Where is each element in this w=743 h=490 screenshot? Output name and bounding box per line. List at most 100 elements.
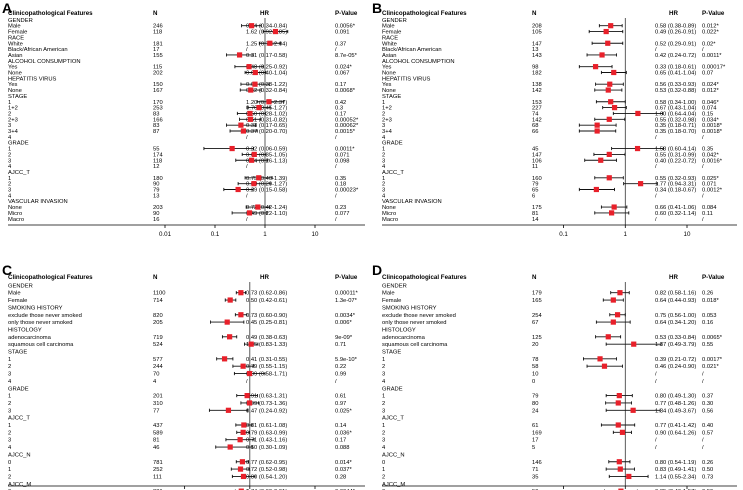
row-n: 77 bbox=[153, 408, 159, 414]
column-header-hr: HR bbox=[260, 274, 269, 281]
panel-letter: B bbox=[372, 0, 382, 16]
row-label: 1 bbox=[8, 394, 11, 400]
row-group-header: AJCC_T bbox=[8, 416, 30, 422]
row-p-value: 0.0016* bbox=[702, 158, 723, 164]
hr-marker bbox=[615, 422, 621, 428]
hr-marker bbox=[630, 407, 636, 413]
row-label: Black/African American bbox=[8, 47, 68, 53]
row-hr-ci: 1.37 (0.49-3.79) bbox=[655, 342, 696, 348]
row-hr-ci: 0.77 (0.62-0.95) bbox=[246, 460, 287, 466]
row-p-value: 0.22 bbox=[335, 364, 346, 370]
row-label: 2+3 bbox=[8, 117, 18, 123]
hr-marker bbox=[594, 128, 600, 134]
row-hr-ci: 0.58 (0.38-0.89) bbox=[655, 24, 696, 30]
row-p-value: / bbox=[702, 164, 704, 170]
column-header-n: N bbox=[532, 10, 537, 17]
hr-marker bbox=[224, 319, 230, 325]
hr-marker bbox=[227, 334, 233, 340]
row-label: 4 bbox=[8, 379, 12, 385]
row-label: Yes bbox=[8, 82, 18, 88]
row-label: None bbox=[8, 205, 22, 211]
hr-marker bbox=[251, 151, 257, 157]
row-n: 12 bbox=[153, 164, 159, 170]
row-hr-ci: 1.14 (0.55-2.34) bbox=[655, 474, 696, 480]
row-n: 167 bbox=[153, 88, 163, 94]
row-p-value: 0.053 bbox=[702, 313, 717, 319]
row-p-value: 0.024* bbox=[702, 82, 720, 88]
row-group-header: HISTOLOGY bbox=[8, 327, 42, 333]
row-n: 246 bbox=[153, 24, 163, 30]
row-p-value: 0.30 bbox=[702, 401, 713, 407]
row-label: 1 bbox=[382, 176, 385, 182]
row-p-value: / bbox=[335, 135, 337, 141]
row-n: 205 bbox=[153, 320, 163, 326]
row-label: 4 bbox=[382, 445, 386, 451]
row-hr-ci: / bbox=[655, 445, 657, 451]
row-n: 81 bbox=[532, 211, 538, 217]
row-p-value: 0.084 bbox=[702, 205, 717, 211]
row-n: 138 bbox=[532, 82, 542, 88]
hr-marker bbox=[252, 81, 258, 87]
row-group-header: GENDER bbox=[382, 18, 407, 24]
hr-marker bbox=[239, 459, 246, 465]
row-label: White bbox=[8, 41, 23, 47]
row-label: 2 bbox=[382, 364, 385, 370]
row-hr-ci: / bbox=[655, 438, 657, 444]
row-group-header: HISTOLOGY bbox=[382, 327, 416, 333]
row-p-value: 0.0056* bbox=[335, 24, 356, 30]
x-tick-label: 1 bbox=[263, 231, 267, 238]
row-hr-ci: 0.50 (0.42-0.61) bbox=[246, 298, 287, 304]
row-n: 169 bbox=[532, 430, 542, 436]
row-p-value: 0.26 bbox=[702, 291, 713, 297]
row-n: 78 bbox=[532, 357, 538, 363]
row-p-value: / bbox=[335, 193, 337, 199]
hr-marker bbox=[616, 393, 622, 399]
row-n: 147 bbox=[532, 41, 542, 47]
row-n: 0 bbox=[532, 379, 535, 385]
row-n: 125 bbox=[532, 335, 542, 341]
row-n: 87 bbox=[153, 129, 159, 135]
row-hr-ci: 0.66 (0.41-1.06) bbox=[655, 205, 696, 211]
row-p-value: / bbox=[702, 372, 704, 378]
row-p-value: 0.014* bbox=[335, 460, 353, 466]
row-label: adenocarcinoma bbox=[8, 335, 52, 341]
hr-marker bbox=[601, 363, 608, 369]
row-hr-ci: / bbox=[655, 379, 657, 385]
row-hr-ci: 0.60 (0.32-1.14) bbox=[655, 211, 696, 217]
row-p-value: 0.0034* bbox=[335, 313, 356, 319]
row-n: 17 bbox=[532, 438, 538, 444]
row-hr-ci: 0.45 (0.25-0.81) bbox=[246, 320, 287, 326]
row-label: None bbox=[8, 88, 22, 94]
hr-marker bbox=[619, 429, 626, 435]
hr-marker bbox=[227, 444, 233, 450]
row-hr-ci: 0.29 (0.15-0.58) bbox=[246, 188, 287, 194]
hr-marker bbox=[249, 23, 255, 29]
row-group-header: STAGE bbox=[8, 350, 27, 356]
hr-marker bbox=[614, 312, 621, 318]
row-hr-ci: 0.54 (0.34-0.84) bbox=[246, 24, 287, 30]
row-hr-ci: 0.35 (0.18-0.70) bbox=[655, 129, 696, 135]
row-label: 2 bbox=[8, 111, 11, 117]
row-hr-ci: 0.99 (0.58-1.71) bbox=[246, 372, 287, 378]
row-label: 1 bbox=[8, 423, 11, 429]
row-label: 3 bbox=[382, 158, 385, 164]
hr-marker bbox=[267, 40, 273, 46]
hr-marker bbox=[608, 210, 615, 216]
row-p-value: 0.0015* bbox=[335, 129, 356, 135]
row-p-value: 0.077 bbox=[335, 211, 350, 217]
row-p-value: 0.15 bbox=[702, 111, 713, 117]
row-p-value: 0.71 bbox=[335, 342, 346, 348]
row-n: 155 bbox=[153, 53, 163, 59]
row-hr-ci: 0.61 (0.35-1.05) bbox=[246, 152, 287, 158]
row-label: White bbox=[382, 41, 397, 47]
row-group-header: SMOKING HISTORY bbox=[8, 305, 63, 311]
row-group-header: VASCULAR INVASION bbox=[8, 199, 68, 205]
row-n: 14 bbox=[532, 217, 539, 223]
row-label: 4 bbox=[8, 164, 12, 170]
row-n: 437 bbox=[153, 423, 163, 429]
row-label: 2+3 bbox=[382, 117, 392, 123]
row-n: 253 bbox=[153, 106, 163, 112]
hr-marker bbox=[634, 145, 641, 152]
hr-marker bbox=[605, 334, 611, 340]
row-hr-ci: 0.33 (0.17-0.65) bbox=[246, 123, 287, 129]
